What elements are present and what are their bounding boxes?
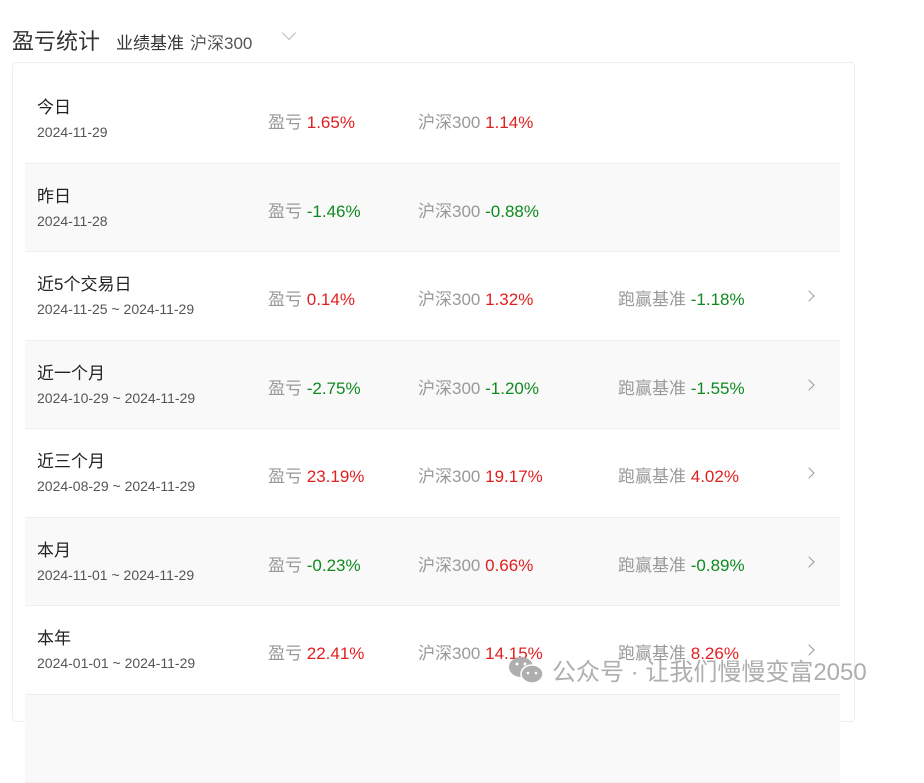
watermark: 公众号 · 让我们慢慢变富2050 (508, 652, 867, 687)
bench-metric: 沪深300 0.66% (418, 551, 533, 576)
watermark-text: 公众号 · 让我们慢慢变富2050 (552, 652, 867, 687)
bench-metric: 沪深300 19.17% (418, 462, 543, 487)
page-title: 盈亏统计 (12, 24, 100, 56)
excess-metric: 跑赢基准 -0.89% (618, 551, 745, 576)
period-date: 2024-01-01 ~ 2024-11-29 (37, 655, 195, 671)
period-date: 2024-08-29 ~ 2024-11-29 (37, 478, 195, 494)
chevron-right-icon[interactable] (803, 467, 814, 478)
bench-metric: 沪深300 1.14% (418, 108, 533, 133)
period-date: 2024-10-29 ~ 2024-11-29 (37, 390, 195, 406)
chevron-right-icon[interactable] (803, 290, 814, 301)
pnl-metric: 盈亏 23.19% (268, 462, 364, 487)
bench-value: 1.32% (485, 290, 533, 309)
pnl-value: 23.19% (307, 467, 365, 486)
excess-metric: 跑赢基准 4.02% (618, 462, 739, 487)
pnl-value: -1.46% (307, 202, 361, 221)
wechat-icon (508, 656, 544, 684)
chevron-right-icon[interactable] (803, 379, 814, 390)
period-name: 近一个月 (37, 359, 105, 384)
period-name: 今日 (37, 93, 71, 118)
bench-metric: 沪深300 -0.88% (418, 197, 539, 222)
period-date: 2024-11-28 (37, 213, 108, 229)
bench-metric: 沪深300 -1.20% (418, 374, 539, 399)
stats-row (25, 695, 840, 783)
pnl-metric: 盈亏 -1.46% (268, 197, 361, 222)
bench-value: -1.20% (485, 379, 539, 398)
stats-row[interactable]: 近三个月 2024-08-29 ~ 2024-11-29 盈亏 23.19% 沪深… (25, 429, 840, 518)
period-name: 昨日 (37, 182, 71, 207)
excess-metric: 跑赢基准 -1.55% (618, 374, 745, 399)
excess-value: -1.18% (691, 290, 745, 309)
bench-metric: 沪深300 1.32% (418, 285, 533, 310)
stats-row: 今日 2024-11-29 盈亏 1.65% 沪深300 1.14% (25, 75, 840, 164)
period-name: 本年 (37, 624, 71, 649)
bench-value: 19.17% (485, 467, 543, 486)
pnl-metric: 盈亏 -0.23% (268, 551, 361, 576)
pnl-value: 1.65% (307, 113, 355, 132)
header: 盈亏统计 业绩基准沪深300 (12, 24, 252, 56)
bench-value: -0.88% (485, 202, 539, 221)
bench-value: 0.66% (485, 556, 533, 575)
pnl-value: -2.75% (307, 379, 361, 398)
stats-row: 昨日 2024-11-28 盈亏 -1.46% 沪深300 -0.88% (25, 164, 840, 253)
period-name: 近三个月 (37, 447, 105, 472)
pnl-value: 22.41% (307, 644, 365, 663)
pnl-metric: 盈亏 1.65% (268, 108, 355, 133)
excess-value: 4.02% (691, 467, 739, 486)
period-name: 本月 (37, 536, 71, 561)
pnl-value: 0.14% (307, 290, 355, 309)
pnl-metric: 盈亏 0.14% (268, 285, 355, 310)
pnl-value: -0.23% (307, 556, 361, 575)
chevron-down-icon[interactable] (282, 26, 296, 40)
stats-row[interactable]: 本月 2024-11-01 ~ 2024-11-29 盈亏 -0.23% 沪深30… (25, 518, 840, 607)
period-name: 近5个交易日 (37, 270, 131, 295)
bench-value: 1.14% (485, 113, 533, 132)
period-date: 2024-11-25 ~ 2024-11-29 (37, 301, 194, 317)
benchmark-selector[interactable]: 业绩基准沪深300 (116, 29, 252, 54)
excess-value: -0.89% (691, 556, 745, 575)
excess-value: -1.55% (691, 379, 745, 398)
period-date: 2024-11-01 ~ 2024-11-29 (37, 567, 194, 583)
stats-row[interactable]: 近5个交易日 2024-11-25 ~ 2024-11-29 盈亏 0.14% 沪… (25, 252, 840, 341)
benchmark-label: 业绩基准 (116, 34, 184, 53)
benchmark-value: 沪深300 (190, 34, 252, 53)
stats-row[interactable]: 近一个月 2024-10-29 ~ 2024-11-29 盈亏 -2.75% 沪深… (25, 341, 840, 430)
period-date: 2024-11-29 (37, 124, 108, 140)
pnl-metric: 盈亏 22.41% (268, 639, 364, 664)
chevron-right-icon[interactable] (803, 556, 814, 567)
excess-metric: 跑赢基准 -1.18% (618, 285, 745, 310)
pnl-metric: 盈亏 -2.75% (268, 374, 361, 399)
